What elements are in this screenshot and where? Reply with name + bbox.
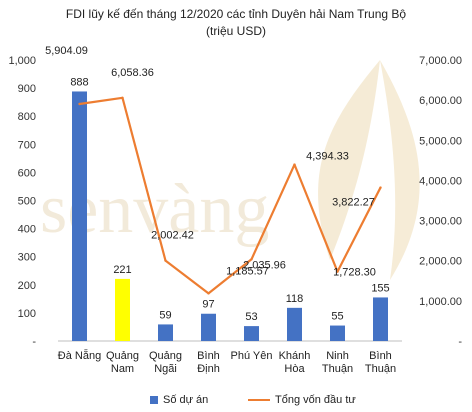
- bar-value-label: 97: [202, 299, 214, 311]
- bar: [244, 326, 259, 341]
- x-tick-label: Bình: [369, 350, 392, 362]
- x-tick-label: Quảng: [149, 350, 182, 362]
- line-value-label: 6,058.36: [111, 67, 154, 79]
- capital-point: [336, 270, 339, 273]
- y-left-tick-label: 400: [18, 224, 36, 236]
- y-left-tick-label: 200: [18, 280, 36, 292]
- x-tick-label: Bình: [197, 350, 220, 362]
- bar: [330, 325, 345, 341]
- y-left-tick-label: 1,000: [8, 55, 36, 67]
- bar: [158, 324, 173, 341]
- bar-value-label: 53: [245, 311, 257, 323]
- x-tick-label: Ninh: [326, 350, 349, 362]
- line-value-label: 5,904.09: [45, 45, 88, 57]
- y-left-tick-label: 300: [18, 252, 36, 264]
- y-right-tick-label: 1,000.00: [419, 296, 462, 308]
- capital-point: [164, 259, 167, 262]
- capital-point: [379, 186, 382, 189]
- x-tick-label: Ngãi: [154, 363, 177, 375]
- x-tick-label: Phú Yên: [230, 350, 272, 362]
- y-left-tick-label: -: [32, 336, 36, 348]
- y-right-tick-label: 3,000.00: [419, 216, 462, 228]
- y-right-tick-label: 4,000.00: [419, 175, 462, 187]
- legend-item-projects: Số dự án: [150, 394, 208, 406]
- line-value-label: 1,728.30: [333, 267, 376, 279]
- capital-point: [250, 258, 253, 261]
- x-tick-label: Định: [197, 363, 220, 375]
- line-value-label: 2,035.96: [243, 259, 286, 271]
- x-tick-label: Thuận: [365, 363, 396, 375]
- bar: [201, 313, 216, 341]
- x-tick-label: Thuận: [322, 363, 353, 375]
- legend-label-projects: Số dự án: [163, 394, 209, 406]
- bar: [115, 278, 130, 341]
- capital-line: [79, 96, 382, 295]
- y-left-tick-label: 500: [18, 196, 36, 208]
- line-value-label: 3,822.27: [332, 197, 375, 209]
- chart-title: FDI lũy kế đến tháng 12/2020 các tỉnh Du…: [65, 7, 407, 21]
- bar-value-label: 59: [159, 309, 171, 321]
- line-value-label: 1,185.57: [226, 265, 269, 277]
- x-tick-label: Quảng: [106, 350, 139, 362]
- y-left-tick-label: 100: [18, 308, 36, 320]
- x-tick-label: Hòa: [284, 363, 305, 375]
- x-tick-label: Khánh: [279, 350, 311, 362]
- y-right-tick-label: -: [458, 336, 462, 348]
- bar-value-label: 118: [286, 293, 304, 305]
- y-right-tick-label: 5,000.00: [419, 135, 462, 147]
- legend-swatch-bar: [150, 396, 158, 404]
- bar-value-label: 155: [371, 282, 389, 294]
- line-value-label: 4,394.33: [306, 151, 349, 163]
- chart-subtitle: (triệu USD): [205, 24, 266, 38]
- line-value-label: 2,002.42: [151, 230, 194, 242]
- y-right-tick-label: 7,000.00: [419, 55, 462, 67]
- capital-point: [121, 96, 124, 100]
- y-left-tick-label: 600: [18, 167, 36, 179]
- bar: [287, 307, 302, 341]
- legend-item-capital: Tổng vốn đầu tư: [248, 394, 356, 406]
- bar-value-label: 221: [113, 264, 131, 276]
- capital-point: [78, 102, 81, 106]
- legend-label-capital: Tổng vốn đầu tư: [275, 394, 356, 406]
- x-tick-label: Đà Nẵng: [58, 349, 101, 362]
- watermark-logo: senvàng: [40, 60, 420, 280]
- x-tick-label: Nam: [111, 363, 134, 375]
- bar-value-label: 888: [70, 76, 88, 88]
- y-right-tick-label: 6,000.00: [419, 95, 462, 107]
- bar-value-label: 55: [331, 311, 343, 323]
- legend-swatch-line: [248, 399, 270, 401]
- y-left-tick-label: 900: [18, 83, 36, 95]
- capital-point: [207, 292, 210, 295]
- y-left-tick-label: 800: [18, 111, 36, 123]
- y-right-tick-label: 2,000.00: [419, 256, 462, 268]
- capital-point: [293, 163, 296, 166]
- bar: [373, 297, 388, 341]
- bar: [72, 91, 87, 341]
- y-left-tick-label: 700: [18, 139, 36, 151]
